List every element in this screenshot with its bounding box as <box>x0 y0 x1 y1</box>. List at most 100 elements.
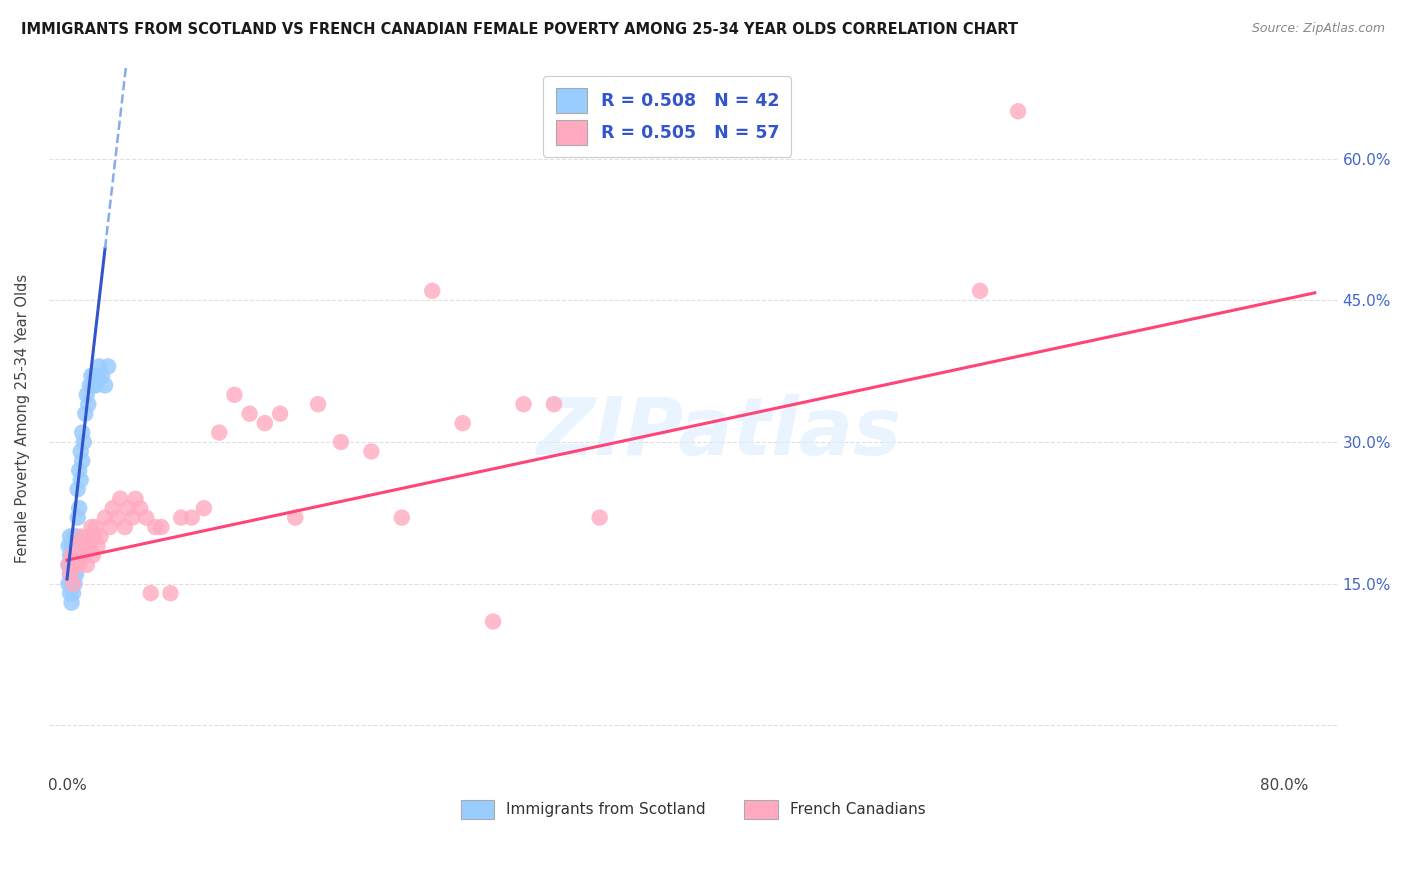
Point <box>224 388 246 402</box>
Point <box>105 510 128 524</box>
Point <box>75 407 97 421</box>
Point <box>117 501 139 516</box>
Point <box>59 549 82 563</box>
Point <box>73 435 96 450</box>
Point <box>80 368 103 383</box>
Point <box>89 529 111 543</box>
Point <box>76 558 98 572</box>
Point <box>94 510 117 524</box>
Point <box>101 501 124 516</box>
Point <box>65 567 87 582</box>
Point <box>67 463 90 477</box>
Text: IMMIGRANTS FROM SCOTLAND VS FRENCH CANADIAN FEMALE POVERTY AMONG 25-34 YEAR OLDS: IMMIGRANTS FROM SCOTLAND VS FRENCH CANAD… <box>21 22 1018 37</box>
Point <box>97 359 120 374</box>
Text: ZIPatlas: ZIPatlas <box>537 393 901 472</box>
Point <box>58 539 80 553</box>
Legend: Immigrants from Scotland, French Canadians: Immigrants from Scotland, French Canadia… <box>454 794 932 825</box>
Point <box>58 576 80 591</box>
Point <box>512 397 534 411</box>
Point <box>307 397 329 411</box>
Point <box>77 397 100 411</box>
Point <box>87 359 110 374</box>
Point <box>391 510 413 524</box>
Point <box>91 368 114 383</box>
Point <box>67 558 90 572</box>
Point <box>94 378 117 392</box>
Point <box>65 549 87 563</box>
Point <box>82 549 104 563</box>
Point <box>129 501 152 516</box>
Point <box>969 284 991 298</box>
Point <box>451 416 474 430</box>
Point <box>60 539 83 553</box>
Point <box>63 558 86 572</box>
Point <box>83 368 105 383</box>
Point <box>63 576 86 591</box>
Y-axis label: Female Poverty Among 25-34 Year Olds: Female Poverty Among 25-34 Year Olds <box>15 274 30 563</box>
Point <box>139 586 162 600</box>
Point <box>60 549 83 563</box>
Point <box>135 510 157 524</box>
Point <box>239 407 262 421</box>
Point <box>114 520 136 534</box>
Point <box>60 596 83 610</box>
Point <box>269 407 291 421</box>
Point <box>83 529 105 543</box>
Point <box>58 558 80 572</box>
Point <box>66 510 89 524</box>
Point <box>170 510 193 524</box>
Point <box>159 586 181 600</box>
Point <box>66 539 89 553</box>
Point <box>420 284 443 298</box>
Point <box>180 510 202 524</box>
Point <box>124 491 146 506</box>
Point <box>62 567 84 582</box>
Point <box>80 520 103 534</box>
Point <box>76 388 98 402</box>
Point <box>121 510 143 524</box>
Point <box>62 576 84 591</box>
Point <box>65 529 87 543</box>
Point <box>65 558 87 572</box>
Point <box>59 567 82 582</box>
Point <box>360 444 382 458</box>
Point <box>284 510 307 524</box>
Point <box>70 454 93 468</box>
Point <box>63 529 86 543</box>
Point <box>84 378 107 392</box>
Point <box>63 549 86 563</box>
Point <box>69 529 91 543</box>
Point <box>58 558 80 572</box>
Point <box>329 435 352 450</box>
Point <box>59 586 82 600</box>
Point <box>86 539 108 553</box>
Point <box>150 520 173 534</box>
Point <box>143 520 166 534</box>
Point <box>60 576 83 591</box>
Point <box>253 416 276 430</box>
Point <box>208 425 231 440</box>
Point <box>1007 104 1029 119</box>
Point <box>59 529 82 543</box>
Point <box>82 378 104 392</box>
Point <box>193 501 215 516</box>
Point <box>79 539 101 553</box>
Point <box>588 510 610 524</box>
Point <box>59 567 82 582</box>
Point <box>543 397 565 411</box>
Point <box>66 483 89 497</box>
Point <box>60 558 83 572</box>
Point <box>70 425 93 440</box>
Point <box>70 549 93 563</box>
Point <box>86 368 108 383</box>
Point <box>79 378 101 392</box>
Point <box>482 615 505 629</box>
Point <box>84 520 107 534</box>
Point <box>77 529 100 543</box>
Point <box>110 491 132 506</box>
Text: Source: ZipAtlas.com: Source: ZipAtlas.com <box>1251 22 1385 36</box>
Point <box>75 539 97 553</box>
Point <box>73 549 96 563</box>
Point <box>69 473 91 487</box>
Point <box>67 501 90 516</box>
